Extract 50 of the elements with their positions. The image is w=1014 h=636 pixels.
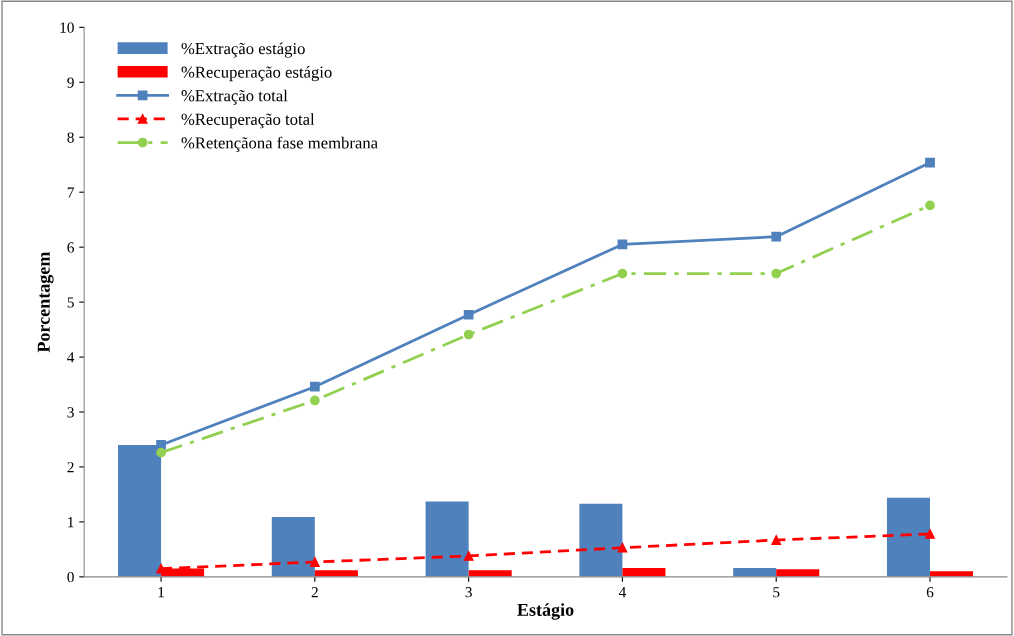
point <box>771 231 782 242</box>
point <box>925 157 935 168</box>
y-tick-label: 3 <box>67 407 74 418</box>
bar <box>425 501 469 577</box>
point <box>156 447 166 458</box>
y-tick-label: 5 <box>67 297 74 308</box>
point <box>617 542 628 553</box>
x-tick-label: 4 <box>618 587 627 598</box>
y-tick-label: 7 <box>67 187 74 198</box>
y-tick-label: 1 <box>68 517 74 528</box>
x-axis-title: Estágio <box>517 603 574 620</box>
bar <box>886 497 931 577</box>
bar <box>314 570 358 577</box>
bar <box>468 570 512 577</box>
point <box>156 440 166 450</box>
legend-label: %Recuperação total <box>181 113 315 129</box>
point <box>463 309 474 320</box>
bar <box>622 568 666 577</box>
legend-label: %Extração estágio <box>181 42 305 58</box>
x-tick-label: 1 <box>158 587 164 598</box>
y-tick-label: 8 <box>67 132 74 143</box>
y-tick-label: 9 <box>67 77 74 88</box>
x-tick-label: 5 <box>773 587 780 598</box>
legend-label: %Recuperação estágio <box>181 66 332 82</box>
y-tick-label: 2 <box>67 462 74 473</box>
point <box>463 329 474 340</box>
y-tick-label: 6 <box>67 242 74 253</box>
legend-label: %Retençãona fase membrana <box>181 136 378 152</box>
legend-label: %Extração total <box>181 89 288 105</box>
y-tick-label: 0 <box>67 571 74 583</box>
x-tick-label: 3 <box>465 587 472 598</box>
point <box>925 529 935 539</box>
bar <box>271 516 315 577</box>
bar <box>930 571 974 577</box>
bar <box>733 568 777 577</box>
bar <box>579 503 623 577</box>
x-tick-label: 6 <box>926 587 934 598</box>
point <box>925 200 935 211</box>
y-tick-label: 4 <box>67 352 75 363</box>
point <box>771 535 782 545</box>
point <box>463 551 474 561</box>
point <box>309 381 320 392</box>
point <box>771 268 782 279</box>
bar <box>776 569 820 577</box>
point <box>617 268 628 279</box>
point <box>309 395 320 406</box>
y-axis-title: Porcentagem <box>37 251 54 353</box>
point <box>309 557 320 567</box>
x-tick-label: 2 <box>311 587 318 598</box>
y-tick-label: 10 <box>60 22 74 33</box>
